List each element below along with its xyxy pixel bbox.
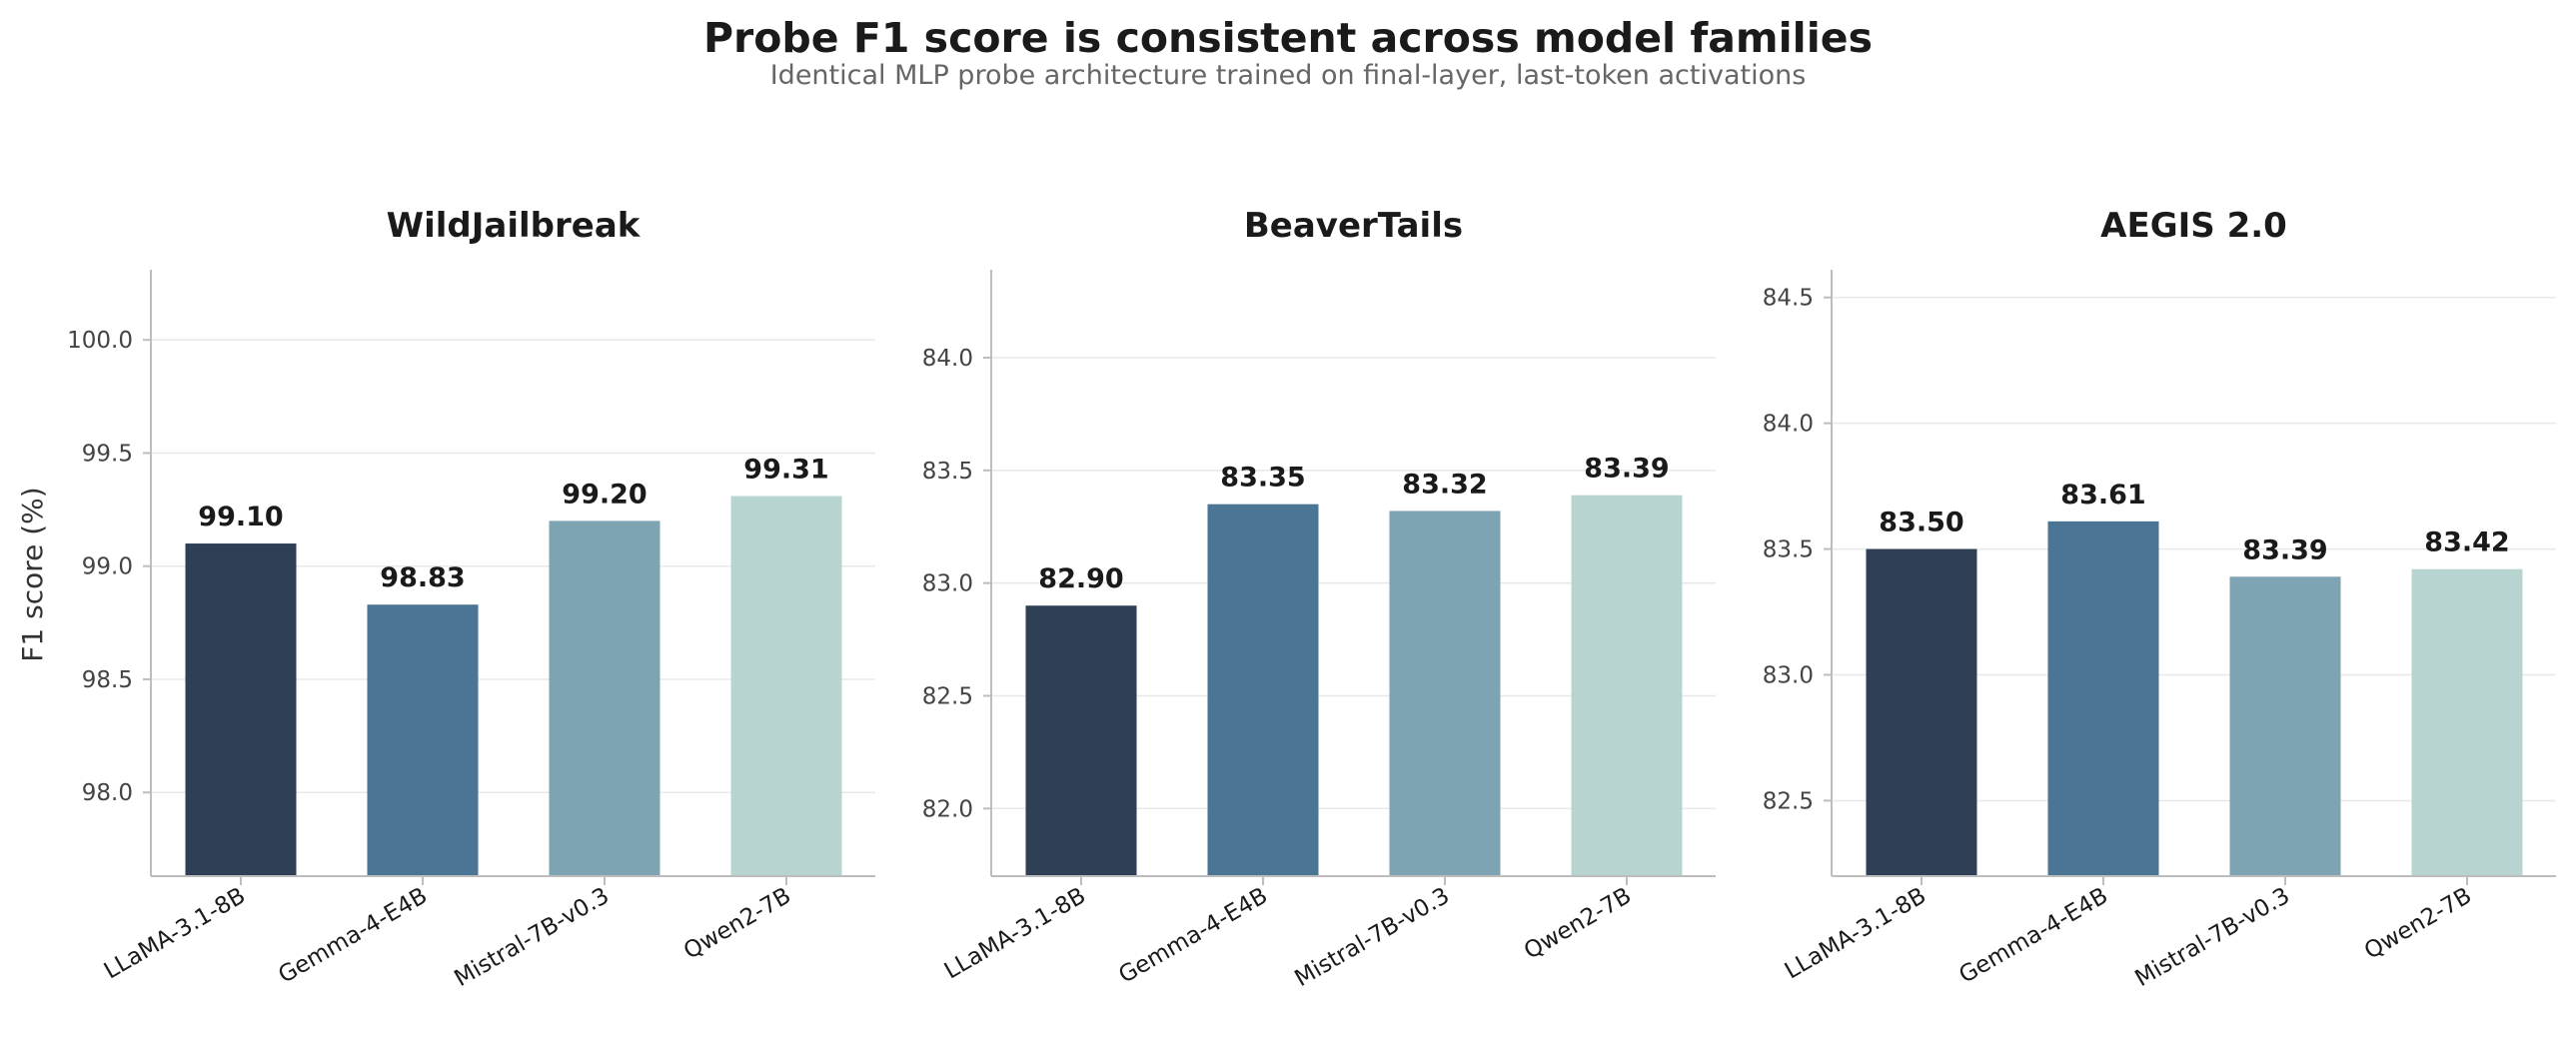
x-tick-label: LLaMA-3.1-8B bbox=[100, 883, 250, 985]
y-tick-label: 83.0 bbox=[922, 571, 973, 597]
bar-mistral-7b-v0-3 bbox=[549, 520, 660, 876]
bar-value-label: 99.20 bbox=[562, 479, 646, 510]
bar-value-label: 99.31 bbox=[743, 454, 828, 485]
x-tick-label: LLaMA-3.1-8B bbox=[940, 883, 1090, 985]
x-tick-label: LLaMA-3.1-8B bbox=[1781, 883, 1931, 985]
y-tick-label: 84.5 bbox=[1763, 286, 1814, 312]
x-tick-label: Gemma-4-E4B bbox=[1114, 883, 1272, 989]
y-tick-label: 83.5 bbox=[1763, 537, 1814, 563]
y-tick-label: 84.0 bbox=[922, 346, 973, 372]
x-tick-label: Qwen2-7B bbox=[1520, 883, 1636, 965]
chart-title: Probe F1 score is consistent across mode… bbox=[703, 14, 1873, 62]
y-tick-label: 82.0 bbox=[922, 796, 973, 822]
x-tick-label: Gemma-4-E4B bbox=[1954, 883, 2112, 989]
chart-panels: WildJailbreak 98.0 98.5 99.0 99.5 100.0 99.10 L… bbox=[67, 206, 2556, 992]
y-tick-label: 99.0 bbox=[82, 554, 133, 580]
panel-title: BeaverTails bbox=[1244, 206, 1463, 246]
panel-2: BeaverTails 82.0 82.5 83.0 83.5 84.0 82.90 LLaM… bbox=[922, 206, 1716, 992]
bar-value-label: 83.61 bbox=[2060, 480, 2145, 511]
bar-qwen2-7b bbox=[730, 496, 842, 876]
y-tick-label: 100.0 bbox=[67, 328, 133, 354]
bar-value-label: 83.39 bbox=[1584, 454, 1669, 485]
bar-gemma-4-e4b bbox=[1207, 504, 1319, 876]
bar-value-label: 83.35 bbox=[1220, 463, 1305, 494]
bar-llama-3-1-8b bbox=[185, 543, 297, 876]
y-tick-label: 84.0 bbox=[1763, 412, 1814, 438]
y-tick-label: 83.5 bbox=[922, 459, 973, 485]
bar-value-label: 83.42 bbox=[2424, 527, 2509, 558]
x-tick-label: Mistral-7B-v0.3 bbox=[2131, 883, 2294, 992]
bar-qwen2-7b bbox=[1571, 495, 1683, 876]
bar-value-label: 98.83 bbox=[380, 562, 465, 593]
bar-mistral-7b-v0-3 bbox=[2229, 576, 2341, 876]
bar-value-label: 99.10 bbox=[198, 502, 283, 532]
y-tick-label: 82.5 bbox=[1763, 788, 1814, 814]
x-tick-label: Mistral-7B-v0.3 bbox=[451, 883, 614, 992]
y-tick-label: 98.0 bbox=[82, 780, 133, 806]
y-tick-label: 82.5 bbox=[922, 683, 973, 709]
bar-mistral-7b-v0-3 bbox=[1389, 511, 1501, 876]
chart-subtitle: Identical MLP probe architecture trained… bbox=[770, 60, 1807, 91]
y-tick-label: 98.5 bbox=[82, 667, 133, 693]
y-tick-label: 83.0 bbox=[1763, 663, 1814, 689]
panel-1: WildJailbreak 98.0 98.5 99.0 99.5 100.0 99.10 L… bbox=[67, 206, 875, 992]
bar-value-label: 83.39 bbox=[2242, 534, 2327, 565]
bar-llama-3-1-8b bbox=[1025, 605, 1137, 876]
bar-value-label: 83.50 bbox=[1879, 508, 1963, 538]
y-tick-label: 99.5 bbox=[82, 441, 133, 467]
bar-value-label: 82.90 bbox=[1038, 563, 1123, 594]
panel-title: AEGIS 2.0 bbox=[2100, 206, 2287, 246]
y-axis-label: F1 score (%) bbox=[16, 487, 49, 661]
panel-3: AEGIS 2.0 82.5 83.0 83.5 84.0 84.5 83.50 LLaMA-… bbox=[1763, 206, 2556, 992]
x-tick-label: Mistral-7B-v0.3 bbox=[1291, 883, 1454, 992]
x-tick-label: Qwen2-7B bbox=[679, 883, 795, 965]
bar-value-label: 83.32 bbox=[1402, 469, 1487, 500]
bar-gemma-4-e4b bbox=[2047, 520, 2159, 876]
x-tick-label: Qwen2-7B bbox=[2360, 883, 2476, 965]
bar-gemma-4-e4b bbox=[367, 604, 479, 876]
x-tick-label: Gemma-4-E4B bbox=[274, 883, 432, 989]
panel-title: WildJailbreak bbox=[387, 206, 642, 246]
bar-llama-3-1-8b bbox=[1866, 548, 1977, 876]
bar-qwen2-7b bbox=[2411, 568, 2523, 876]
